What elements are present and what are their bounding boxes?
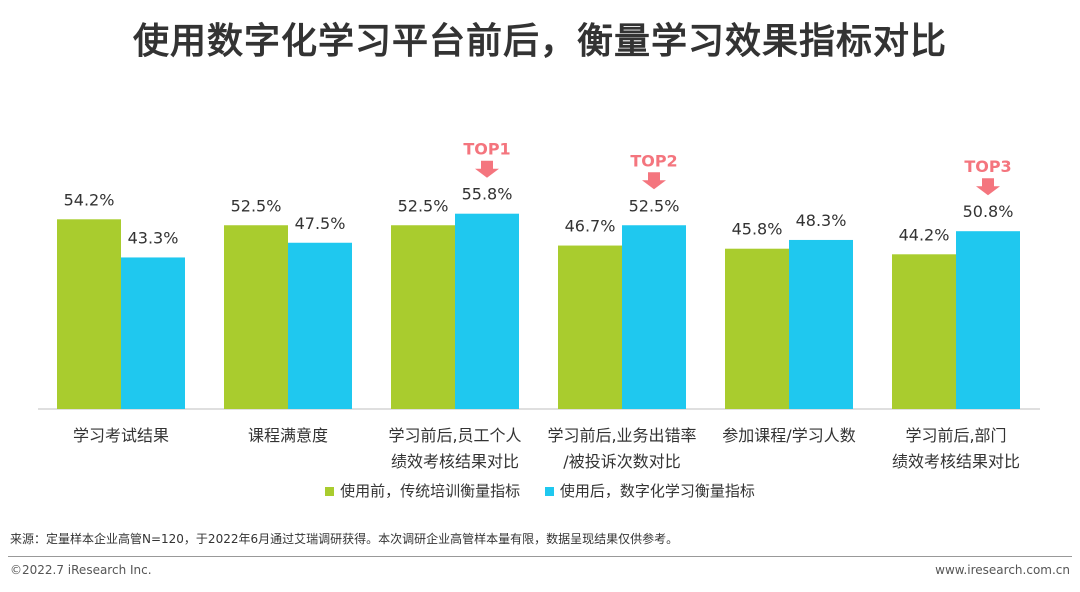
category-label-5-1: 绩效考核结果对比 bbox=[892, 452, 1020, 471]
bar-before-3 bbox=[558, 245, 622, 409]
data-label-before-2: 52.5% bbox=[398, 196, 449, 215]
legend-item-after: 使用后，数字化学习衡量指标 bbox=[544, 480, 755, 501]
category-label-1-0: 课程满意度 bbox=[248, 426, 328, 445]
data-label-after-2: 55.8% bbox=[462, 185, 513, 204]
bar-before-2 bbox=[391, 225, 455, 409]
top-label-3: TOP3 bbox=[964, 157, 1011, 176]
footer-divider bbox=[8, 556, 1072, 557]
chart-title: 使用数字化学习平台前后，衡量学习效果指标对比 bbox=[132, 21, 947, 62]
legend-label-after: 使用后，数字化学习衡量指标 bbox=[559, 482, 755, 500]
bar-before-4 bbox=[725, 248, 789, 409]
category-label-5-0: 学习前后,部门 bbox=[905, 426, 1006, 445]
bar-before-0 bbox=[57, 219, 121, 409]
data-label-after-0: 43.3% bbox=[128, 228, 179, 247]
source-note: 来源：定量样本企业高管N=120，于2022年6月通过艾瑞调研获得。本次调研企业… bbox=[10, 532, 679, 546]
bar-chart: 54.2% 43.3% 学习考试结果 52.5% 47.5% 课程满意度 52.5% 55.8… bbox=[38, 140, 1040, 471]
data-label-before-0: 54.2% bbox=[64, 190, 115, 209]
data-label-after-3: 52.5% bbox=[629, 196, 680, 215]
category-label-3-1: /被投诉次数对比 bbox=[563, 452, 680, 471]
legend: 使用前，传统培训衡量指标 使用后，数字化学习衡量指标 bbox=[0, 480, 1080, 501]
category-label-2-1: 绩效考核结果对比 bbox=[391, 452, 519, 471]
top-label-2: TOP2 bbox=[630, 151, 677, 170]
bar-before-5 bbox=[892, 254, 956, 409]
data-label-after-1: 47.5% bbox=[295, 214, 346, 233]
top-arrow-icon-2 bbox=[642, 172, 666, 190]
top-label-1: TOP1 bbox=[463, 140, 510, 159]
legend-item-before: 使用前，传统培训衡量指标 bbox=[325, 480, 520, 501]
bar-after-0 bbox=[121, 257, 185, 409]
bar-after-2 bbox=[455, 213, 519, 409]
legend-label-before: 使用前，传统培训衡量指标 bbox=[340, 482, 521, 500]
category-label-0-0: 学习考试结果 bbox=[73, 426, 169, 445]
website-link[interactable]: www.iresearch.com.cn bbox=[935, 563, 1070, 577]
bar-after-1 bbox=[288, 242, 352, 409]
top-arrow-icon-3 bbox=[976, 178, 1000, 196]
bar-after-3 bbox=[622, 225, 686, 409]
legend-swatch-before bbox=[325, 487, 335, 496]
category-label-2-0: 学习前后,员工个人 bbox=[388, 426, 521, 445]
bar-before-1 bbox=[224, 225, 288, 409]
data-label-before-5: 44.2% bbox=[899, 225, 950, 244]
data-label-before-3: 46.7% bbox=[565, 217, 616, 236]
copyright: ©2022.7 iResearch Inc. bbox=[10, 563, 152, 577]
data-label-after-4: 48.3% bbox=[796, 211, 847, 230]
data-label-before-4: 45.8% bbox=[732, 220, 783, 239]
bar-after-5 bbox=[956, 231, 1020, 409]
category-label-4-0: 参加课程/学习人数 bbox=[722, 426, 855, 445]
bar-after-4 bbox=[789, 239, 853, 409]
category-label-3-0: 学习前后,业务出错率 bbox=[547, 426, 696, 445]
top-arrow-icon-1 bbox=[475, 160, 499, 178]
legend-swatch-after bbox=[544, 487, 554, 496]
data-label-after-5: 50.8% bbox=[963, 202, 1014, 221]
data-label-before-1: 52.5% bbox=[231, 196, 282, 215]
